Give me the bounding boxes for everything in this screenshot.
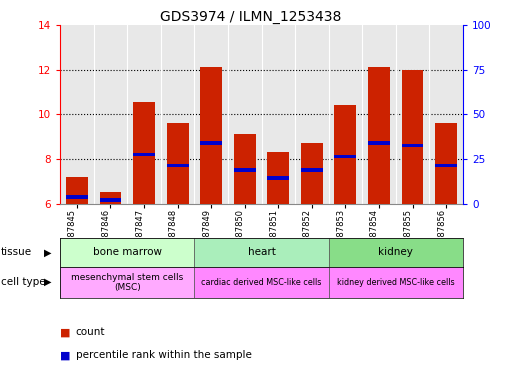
Bar [335,155,356,159]
Text: kidney: kidney [378,247,413,258]
Bar [368,141,390,145]
Bar [99,199,121,202]
Bar [99,192,121,204]
Bar [133,102,155,204]
Bar [195,238,328,267]
Bar [60,238,195,267]
Bar [133,152,155,156]
Bar [234,168,256,172]
Text: cell type: cell type [1,277,46,287]
Bar [195,267,328,298]
Bar [435,164,457,167]
Bar [234,134,256,204]
Text: cardiac derived MSC-like cells: cardiac derived MSC-like cells [201,278,322,287]
Bar [402,144,424,147]
Bar [402,70,424,204]
Text: ▶: ▶ [44,247,52,258]
Bar [328,238,463,267]
Bar [301,143,323,204]
Bar [335,105,356,204]
Text: mesenchymal stem cells
(MSC): mesenchymal stem cells (MSC) [71,273,184,292]
Bar [167,164,188,167]
Text: heart: heart [247,247,276,258]
Bar [435,123,457,204]
Bar [267,152,289,204]
Bar [368,67,390,204]
Text: ▶: ▶ [44,277,52,287]
Bar [200,141,222,145]
Bar [66,195,88,199]
Text: kidney derived MSC-like cells: kidney derived MSC-like cells [337,278,454,287]
Text: percentile rank within the sample: percentile rank within the sample [76,350,252,360]
Text: ■: ■ [60,350,71,360]
Text: bone marrow: bone marrow [93,247,162,258]
Bar [167,123,188,204]
Bar [267,176,289,180]
Text: ■: ■ [60,327,71,337]
Text: GDS3974 / ILMN_1253438: GDS3974 / ILMN_1253438 [161,10,342,23]
Bar [301,168,323,172]
Text: count: count [76,327,105,337]
Bar [328,267,463,298]
Bar [200,67,222,204]
Bar [60,267,195,298]
Bar [66,177,88,204]
Text: tissue: tissue [1,247,32,258]
